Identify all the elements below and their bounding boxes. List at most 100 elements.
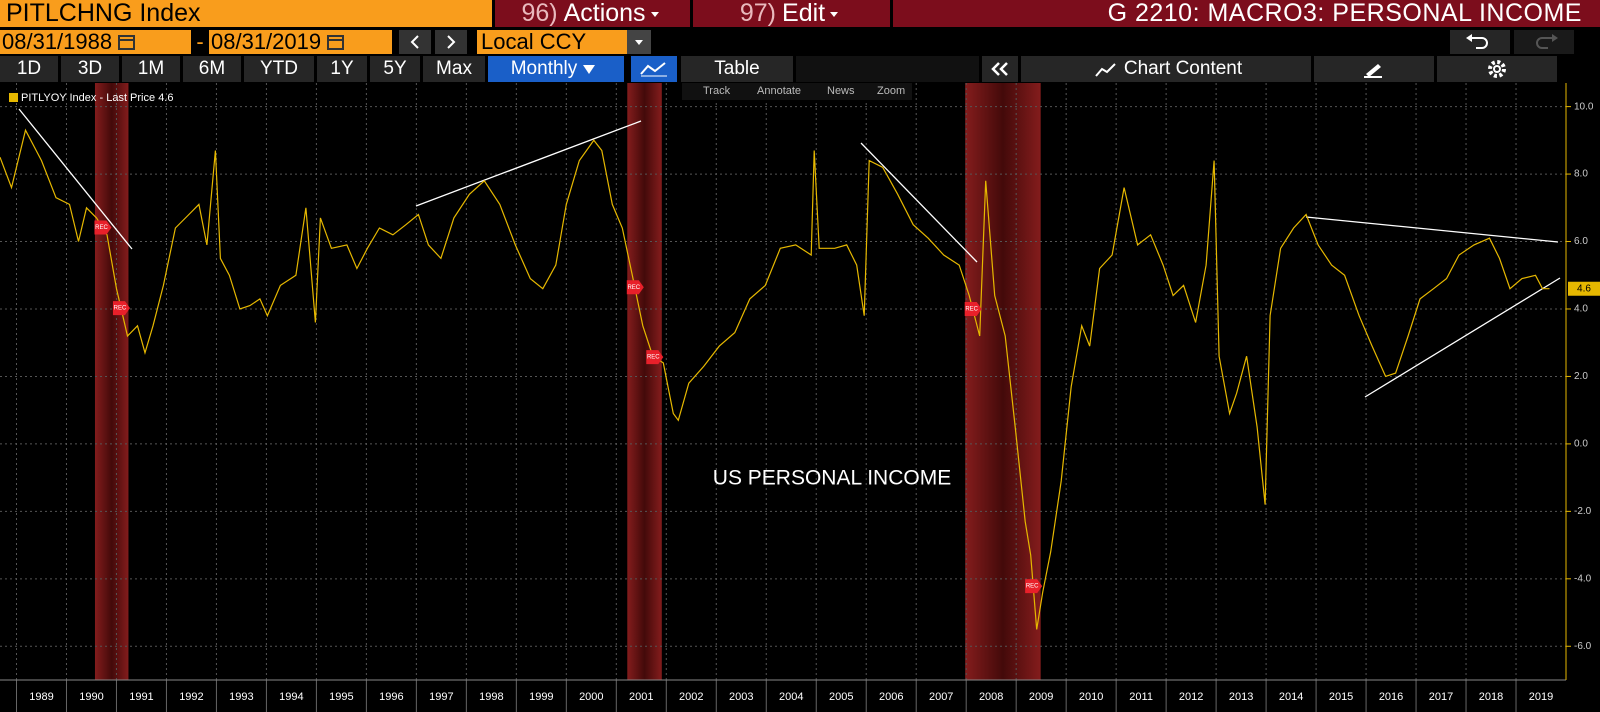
recession-tag: REC [94, 220, 112, 235]
tool-annotate[interactable]: Annotate [757, 85, 801, 97]
recession-tag-label: REC [965, 307, 978, 313]
legend-entry: PITLYOY Index - Last Price 4.6 [21, 92, 173, 104]
period-button[interactable]: Max [423, 56, 485, 82]
period-button[interactable]: 3D [61, 56, 119, 82]
x-tick-label: 2011 [1129, 691, 1153, 703]
chart-toolbar: Track Annotate News Zoom [682, 83, 912, 100]
edit-button[interactable] [1314, 56, 1434, 82]
date-bar: 08/31/1988 - 08/31/2019 Local CCY [0, 29, 1600, 54]
x-tick-label: 2016 [1379, 691, 1403, 703]
chart: Track Annotate News Zoom US PERSONAL INC… [0, 83, 1600, 712]
recession-tag-shape [94, 220, 112, 235]
currency[interactable]: Local CCY [477, 29, 627, 54]
x-tick-label: 2014 [1279, 691, 1303, 703]
recession-tag: REC [646, 350, 664, 365]
tool-zoom[interactable]: Zoom [877, 85, 905, 97]
legend-swatch [9, 93, 18, 102]
trend-lines [18, 108, 1561, 398]
x-tick-label: 2012 [1179, 691, 1203, 703]
actions-menu[interactable]: 96) Actions [495, 0, 690, 27]
period-button[interactable]: 1D [0, 56, 58, 82]
x-tick-label: 1992 [179, 691, 203, 703]
ticker[interactable]: PITLCHNG Index [0, 0, 492, 27]
period-button[interactable]: 5Y [370, 56, 420, 82]
dropdown-arrow [830, 11, 839, 17]
x-tick-label: 2006 [879, 691, 903, 703]
y-tick-label: 10.0 [1574, 101, 1594, 112]
chart-icon [1095, 63, 1116, 77]
y-tick-label: 6.0 [1574, 236, 1588, 247]
x-tick-label: 1990 [79, 691, 103, 703]
start-date[interactable]: 08/31/1988 [0, 28, 191, 54]
x-tick-label: 2004 [779, 691, 803, 703]
x-tick-label: 1995 [329, 691, 353, 703]
recession-tag: REC [112, 301, 130, 316]
screen-title: G 2210: MACRO3: PERSONAL INCOME [893, 0, 1600, 27]
chart-content-label: Chart Content [1123, 58, 1243, 79]
period-button[interactable]: 1M [122, 56, 180, 82]
x-tick-label: 2017 [1429, 691, 1453, 703]
x-tick-label: 2015 [1329, 691, 1353, 703]
dropdown-arrow [583, 65, 596, 74]
annotation: US PERSONAL INCOME [713, 467, 951, 490]
recession-tag-shape [626, 280, 644, 295]
recession-tag: REC [1025, 579, 1043, 594]
x-tick-label: 2001 [629, 691, 653, 703]
prev-button[interactable] [399, 29, 431, 54]
recession-tag-shape [112, 301, 130, 316]
x-tick-label: 2008 [979, 691, 1003, 703]
legend-text: - Last Price [99, 92, 155, 104]
y-tick-label: -2.0 [1574, 506, 1592, 517]
y-tick-label: 0.0 [1574, 439, 1588, 450]
recession-tag-shape [964, 301, 982, 316]
tool-news[interactable]: News [827, 85, 855, 97]
x-tick-label: 2010 [1079, 691, 1103, 703]
settings-button[interactable] [1437, 56, 1557, 82]
background-layer [0, 83, 1566, 680]
x-tick-label: 1996 [379, 691, 403, 703]
recession-tag-label: REC [114, 306, 127, 312]
recession-tag: REC [626, 280, 644, 295]
undo-redo[interactable] [1450, 29, 1600, 54]
tool-track[interactable]: Track [703, 85, 731, 97]
date-text: 08/31/2019 [211, 28, 322, 54]
recession-tag: REC [964, 301, 982, 316]
x-tick-label: 2019 [1529, 691, 1553, 703]
end-date[interactable]: 08/31/2019 [209, 28, 392, 54]
x-tick-label: 2003 [729, 691, 753, 703]
legend: PITLYOY Index - Last Price 4.6 [9, 92, 173, 104]
x-tick-label: 1994 [279, 691, 303, 703]
x-tick-label: 2005 [829, 691, 853, 703]
table-button[interactable]: Table [681, 56, 793, 82]
date-text: 08/31/1988 [2, 28, 113, 54]
x-tick-label: 1999 [529, 691, 553, 703]
next-button[interactable] [435, 29, 467, 54]
y-tick-label: 2.0 [1574, 371, 1588, 382]
y-tick-label: 4.0 [1574, 304, 1588, 315]
x-tick-label: 2009 [1029, 691, 1053, 703]
x-tick-label: 1991 [129, 691, 153, 703]
x-tick-label: 1997 [429, 691, 453, 703]
frequency-label: Monthly [510, 58, 578, 79]
data-line [0, 128, 1550, 630]
period-button[interactable]: 1Y [317, 56, 367, 82]
y-tick-label: -6.0 [1574, 641, 1592, 652]
menu-label: Actions [563, 0, 646, 27]
dropdown-arrow [650, 11, 659, 17]
x-tick-label: 1993 [229, 691, 253, 703]
period-button[interactable]: 6M [183, 56, 241, 82]
recession-tag-label: REC [627, 285, 640, 291]
menu-number: 96) [521, 0, 558, 27]
recession-tag-label: REC [647, 355, 660, 361]
dropdown-arrow[interactable] [627, 29, 651, 54]
chart-content-button[interactable]: Chart Content [1021, 56, 1311, 82]
frequency-button[interactable]: Monthly [488, 56, 624, 82]
legend-value: 4.6 [158, 92, 173, 104]
collapse-button[interactable] [982, 56, 1018, 82]
period-button[interactable]: YTD [244, 56, 314, 82]
x-tick-label: 2007 [929, 691, 953, 703]
x-tick-label: 2018 [1479, 691, 1503, 703]
edit-menu[interactable]: 97) Edit [693, 0, 890, 27]
line-chart-button[interactable] [631, 56, 677, 82]
